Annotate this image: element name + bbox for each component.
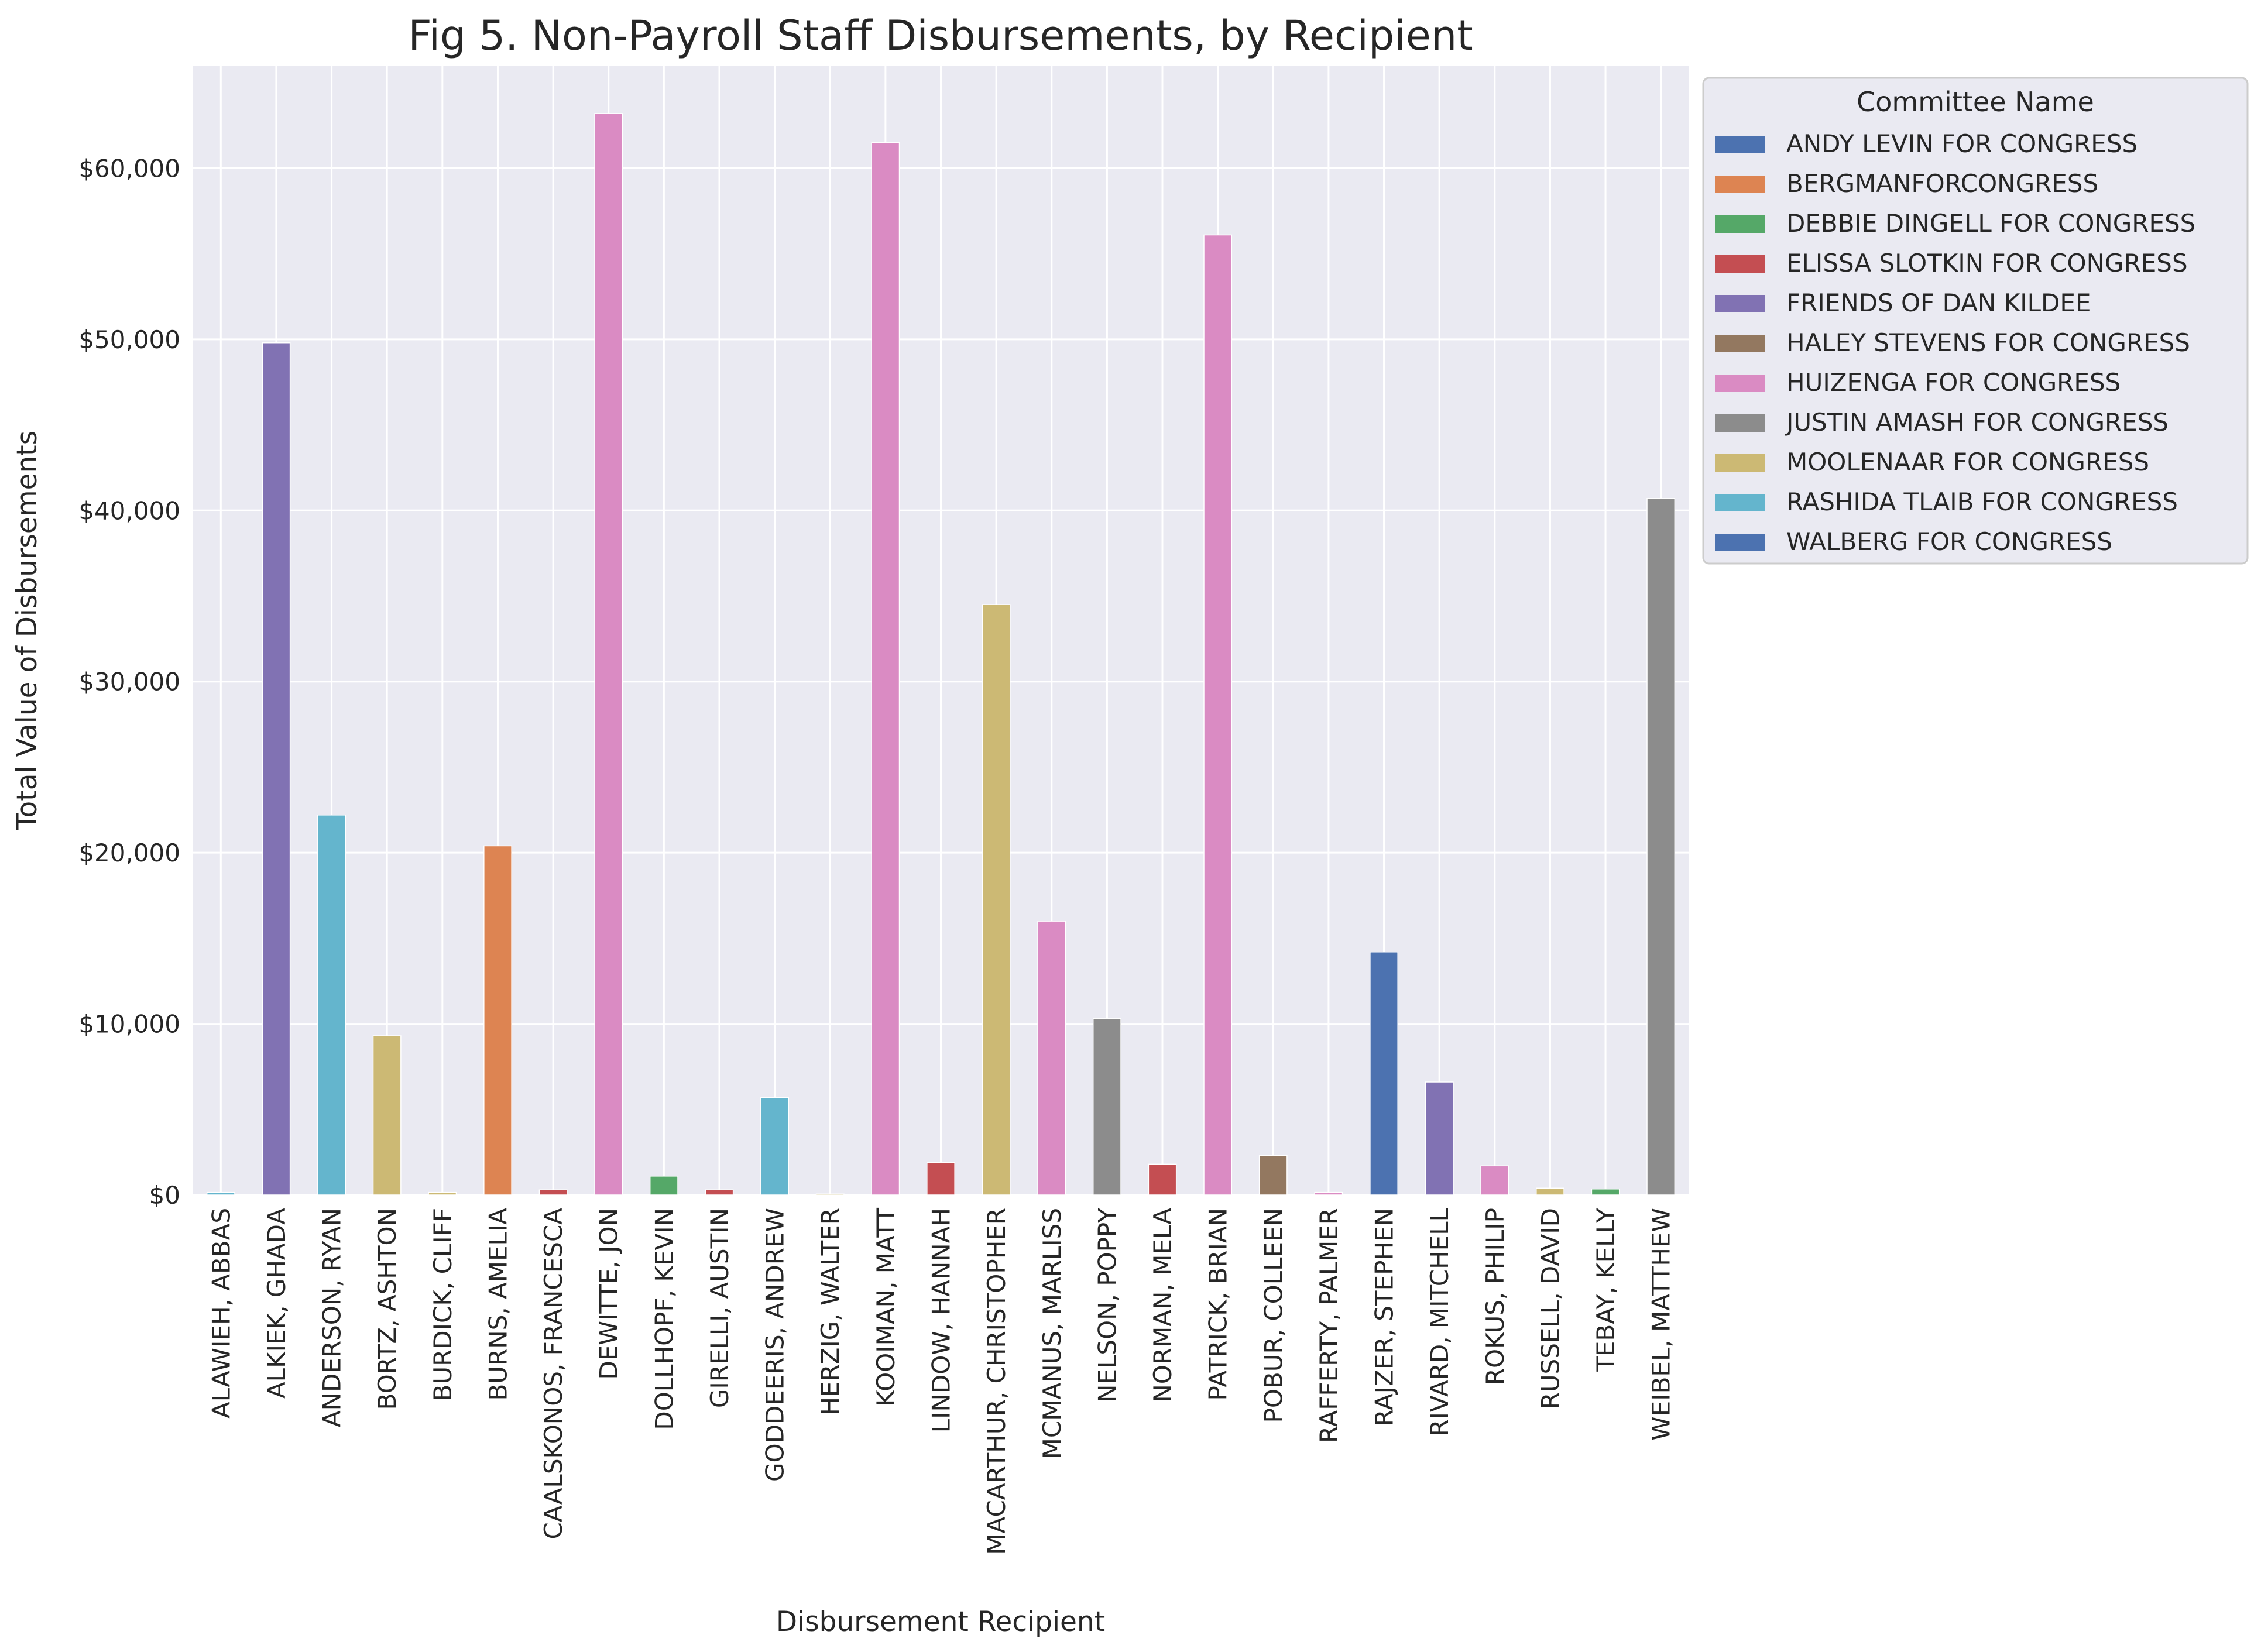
legend-swatch-andy-levin-for-congress [1715, 136, 1765, 153]
x-tick-label: ALAWIEH, ABBAS [207, 1208, 235, 1419]
x-tick-label: DEWITTE, JON [595, 1208, 623, 1379]
legend-label: HALEY STEVENS FOR CONGRESS [1786, 328, 2190, 357]
y-tick-label: $0 [149, 1181, 180, 1210]
legend-swatch-walberg-for-congress [1715, 534, 1765, 551]
x-tick-label: ALKIEK, GHADA [262, 1208, 291, 1399]
bar-norman-mela [1148, 1163, 1177, 1196]
bar-dewitte-jon [594, 113, 623, 1196]
x-tick-label: LINDOW, HANNAH [927, 1208, 956, 1433]
x-tick-label: BURDICK, CLIFF [428, 1208, 457, 1401]
grid-lines [193, 66, 1689, 1196]
legend-swatch-rashida-tlaib-for-congress [1715, 494, 1765, 511]
x-tick-label: WEIBEL, MATTHEW [1647, 1208, 1676, 1441]
x-tick-label: DOLLHOPF, KEVIN [650, 1208, 678, 1430]
bar-russell-david [1536, 1187, 1564, 1196]
x-tick-label: RIVARD, MITCHELL [1425, 1207, 1454, 1436]
bar-anderson-ryan [317, 815, 346, 1196]
x-tick-label: NELSON, POPPY [1093, 1208, 1121, 1403]
bar-weibel-matthew [1646, 498, 1676, 1196]
legend-swatch-debbie-dingell-for-congress [1715, 215, 1765, 233]
x-tick-label: TEBAY, KELLY [1591, 1208, 1620, 1372]
chart-title: Fig 5. Non-Payroll Staff Disbursements, … [408, 12, 1473, 60]
legend-label: BERGMANFORCONGRESS [1786, 169, 2098, 198]
legend-label: ANDY LEVIN FOR CONGRESS [1786, 129, 2138, 158]
y-tick-label: $40,000 [78, 496, 180, 525]
legend-items: ANDY LEVIN FOR CONGRESS BERGMANFORCONGRES… [1715, 129, 2195, 556]
legend-label: RASHIDA TLAIB FOR CONGRESS [1786, 487, 2178, 516]
x-tick-label: NORMAN, MELA [1148, 1208, 1177, 1403]
legend-swatch-justin-amash-for-congress [1715, 414, 1765, 432]
bar-goddeeris-andrew [760, 1097, 790, 1196]
y-tick-label: $20,000 [78, 839, 180, 867]
bar-kooiman-matt [871, 142, 900, 1196]
legend-swatch-moolenaar-for-congress [1715, 454, 1765, 472]
x-tick-label: ANDERSON, RYAN [318, 1208, 346, 1427]
legend-label: JUSTIN AMASH FOR CONGRESS [1785, 408, 2169, 437]
x-tick-label: ROKUS, PHILIP [1481, 1208, 1509, 1385]
legend-swatch-elissa-slotkin-for-congress [1715, 255, 1765, 273]
y-tick-label: $10,000 [78, 1010, 180, 1039]
bar-rajzer-stephen [1370, 952, 1398, 1196]
bar-lindow-hannah [927, 1162, 955, 1196]
bars [206, 113, 1676, 1196]
x-tick-label: KOOIMAN, MATT [872, 1208, 900, 1406]
legend-label: MOOLENAAR FOR CONGRESS [1786, 448, 2149, 476]
y-tick-label: $60,000 [78, 154, 180, 183]
bar-burdick-cliff [428, 1191, 457, 1196]
bar-caalskonos-francesca [538, 1189, 568, 1196]
bar-tebay-kelly [1591, 1189, 1620, 1196]
y-tick-label: $50,000 [78, 325, 180, 354]
x-tick-label: MCMANUS, MARLISS [1038, 1208, 1066, 1459]
bar-rokus-philip [1480, 1165, 1509, 1196]
x-tick-label: RUSSELL, DAVID [1536, 1208, 1564, 1409]
bar-rafferty-palmer [1314, 1191, 1343, 1196]
bar-alkiek-ghada [262, 342, 291, 1196]
legend-label: WALBERG FOR CONGRESS [1786, 527, 2112, 556]
x-tick-label: MACARTHUR, CHRISTOPHER [982, 1208, 1011, 1555]
bar-burns-amelia [483, 845, 512, 1196]
x-tick-label: BURNS, AMELIA [483, 1208, 512, 1401]
y-axis-ticks: $0 $10,000 $20,000 $30,000 $40,000 $50,000 $60… [78, 154, 180, 1210]
legend-label: FRIENDS OF DAN KILDEE [1786, 289, 2091, 317]
bar-bortz-ashton [372, 1035, 402, 1196]
x-axis-label: Disbursement Recipient [776, 1606, 1105, 1638]
bar-girelli-austin [705, 1189, 734, 1196]
bar-rivard-mitchell [1425, 1081, 1454, 1196]
bar-patrick-brian [1203, 234, 1233, 1196]
legend-swatch-friends-of-dan-kildee [1715, 295, 1765, 312]
x-tick-label: GODDEERIS, ANDREW [761, 1208, 790, 1482]
x-tick-label: RAFFERTY, PALMER [1315, 1208, 1343, 1443]
bar-alawieh-abbas [206, 1191, 235, 1196]
x-tick-label: CAALSKONOS, FRANCESCA [539, 1208, 568, 1540]
legend-label: HUIZENGA FOR CONGRESS [1786, 368, 2121, 397]
x-tick-label: BORTZ, ASHTON [373, 1208, 402, 1410]
x-tick-label: PATRICK, BRIAN [1204, 1208, 1233, 1400]
y-axis-label: Total Value of Disbursements [11, 431, 43, 830]
legend-swatch-bergmanforcongress [1715, 176, 1765, 193]
legend-frame [1702, 77, 2249, 565]
x-tick-label: RAJZER, STEPHEN [1370, 1208, 1399, 1427]
x-tick-label: GIRELLI, AUSTIN [705, 1208, 734, 1408]
legend-label: ELISSA SLOTKIN FOR CONGRESS [1786, 249, 2188, 277]
x-axis-ticks: ALAWIEH, ABBAS ALKIEK, GHADA ANDERSON, RYA… [207, 1207, 1675, 1554]
bar-dollhopf-kevin [649, 1176, 678, 1196]
legend: Committee Name ANDY LEVIN FOR CONGRESS BE… [1702, 77, 2249, 565]
bar-macarthur-christopher [982, 604, 1011, 1196]
legend-label: DEBBIE DINGELL FOR CONGRESS [1786, 209, 2195, 238]
legend-swatch-huizenga-for-congress [1715, 375, 1765, 392]
bar-mcmanus-marliss [1037, 921, 1066, 1196]
legend-swatch-haley-stevens-for-congress [1715, 335, 1765, 352]
bar-nelson-poppy [1092, 1018, 1121, 1196]
bar-herzig-walter [815, 1193, 845, 1196]
bar-pobur-colleen [1258, 1155, 1288, 1196]
x-tick-label: POBUR, COLLEEN [1259, 1208, 1288, 1423]
x-tick-label: HERZIG, WALTER [816, 1208, 845, 1416]
legend-title: Committee Name [1857, 86, 2094, 118]
y-tick-label: $30,000 [78, 668, 180, 696]
